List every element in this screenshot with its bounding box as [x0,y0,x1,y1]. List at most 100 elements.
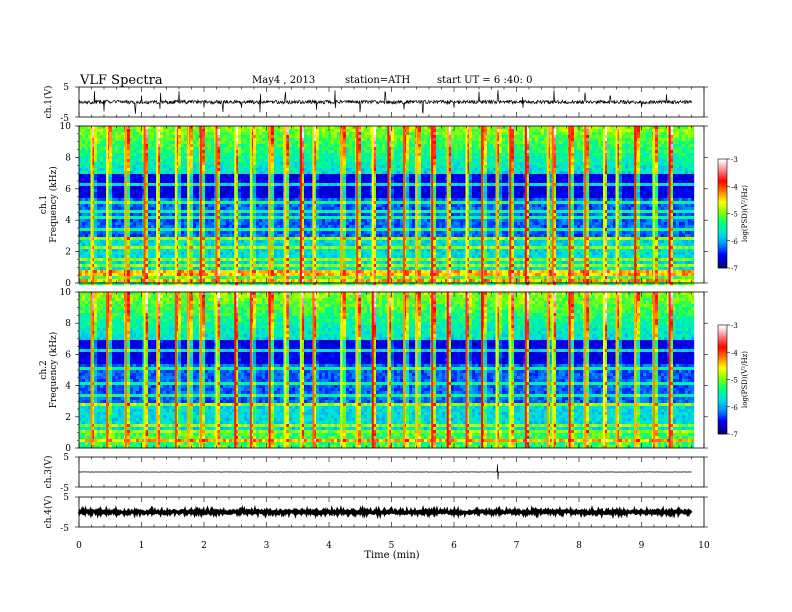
trace-line-ch3 [79,464,692,479]
burst-streak [669,126,671,283]
y-tick-label: 5 [63,453,69,463]
colorbar-step [718,223,727,225]
burst-streak [284,292,286,448]
burst-streak [552,292,554,448]
x-tick-label: 8 [576,541,582,551]
colorbar-step [718,378,727,380]
burst-streak [250,292,252,448]
burst-streak [200,126,202,283]
start-time-label: start UT = 6 :40: 0 [437,75,532,86]
burst-streak [584,292,586,448]
burst-streak [431,126,433,283]
colorbar-step [718,427,727,429]
colorbar-step [718,164,727,166]
colorbar-step [718,203,727,205]
burst-streak [175,292,177,448]
burst-streak [341,292,343,448]
x-tick-label: 6 [451,541,457,551]
colorbar-step [718,243,727,245]
spectrogram-image-ch2_spectrogram_1 [79,126,694,285]
colorbar-step [718,405,727,407]
burst-streak [552,126,554,283]
colorbar-step [718,396,727,398]
colorbar-step [718,380,727,382]
burst-streak [616,292,618,448]
burst-streak [547,126,549,283]
colorbar-step [718,179,727,181]
spectrogram-image-ch2_spectrogram_2 [79,292,694,448]
colorbar-step [718,392,727,394]
trace-line-ch4 [79,511,692,514]
colorbar-tick-label: -6 [731,238,738,246]
x-tick-label: 9 [639,541,645,551]
colorbar-step [718,255,727,257]
colorbar-step [718,246,727,248]
colorbar-step [718,385,727,387]
y-tick-label: 4 [65,216,71,226]
y-tick-label: 6 [65,185,71,195]
burst-streak [216,126,218,283]
colorbar-step [718,188,727,190]
colorbar-step [718,264,727,266]
colorbar-step [718,325,727,327]
x-tick-label: 2 [201,541,207,551]
colorbar-step [718,343,727,345]
colorbar-step [718,390,727,392]
burst-streak [356,126,358,283]
colorbar-step [718,358,727,360]
burst-streak [509,126,511,283]
colorbar-step [718,163,727,165]
burst-streak [341,126,343,283]
colorbar-step [718,177,727,179]
burst-streak [525,292,527,448]
x-tick-label: 1 [139,541,145,551]
colorbar-step [718,263,727,265]
burst-streak [106,292,108,448]
burst-streak [372,292,374,448]
colorbar-step [718,184,727,186]
colorbar-step [718,356,727,358]
burst-streak [144,292,146,448]
burst-streak [300,126,302,283]
y-axis-channel-label: ch.1 [39,195,49,214]
y-tick-label: -5 [60,524,69,534]
burst-streak [584,126,586,283]
colorbar-step [718,403,727,405]
burst-streak [653,292,655,448]
trace-line-ch1 [79,90,692,114]
x-tick-label: 0 [76,541,82,551]
y-tick-label: 8 [65,153,71,163]
vlf-spectra-figure: VLF Spectra May4 , 2013 station=ATH star… [0,0,792,612]
colorbar-label: log(PSD)(V²/Hz) [741,185,749,242]
burst-streak [156,292,158,448]
burst-streak [481,126,483,283]
colorbar-label: log(PSD)(V²/Hz) [741,351,749,408]
burst-streak [372,126,374,283]
burst-streak [496,126,498,283]
colorbar-step [718,199,727,201]
burst-streak [312,292,314,448]
colorbar-step [718,244,727,246]
colorbar-step [718,168,727,170]
colorbar-step [718,336,727,338]
colorbar-step [718,237,727,239]
colorbar-step [718,221,727,223]
burst-streak [250,126,252,283]
burst-streak [466,292,468,448]
colorbar-step [718,423,727,425]
y-axis-label: Frequency (kHz) [48,332,59,409]
colorbar-step [718,370,727,372]
colorbar-step [718,206,727,208]
y-tick-label: 10 [60,122,72,132]
colorbar-step [718,195,727,197]
burst-streak [175,126,177,283]
burst-streak [269,292,271,448]
burst-streak [634,292,636,448]
figure-canvas: VLF Spectra May4 , 2013 station=ATH star… [0,0,792,612]
burst-streak [125,126,127,283]
colorbar-step [718,418,727,420]
colorbar-step [718,257,727,259]
colorbar-step [718,341,727,343]
colorbar-step [718,416,727,418]
burst-streak [509,292,511,448]
